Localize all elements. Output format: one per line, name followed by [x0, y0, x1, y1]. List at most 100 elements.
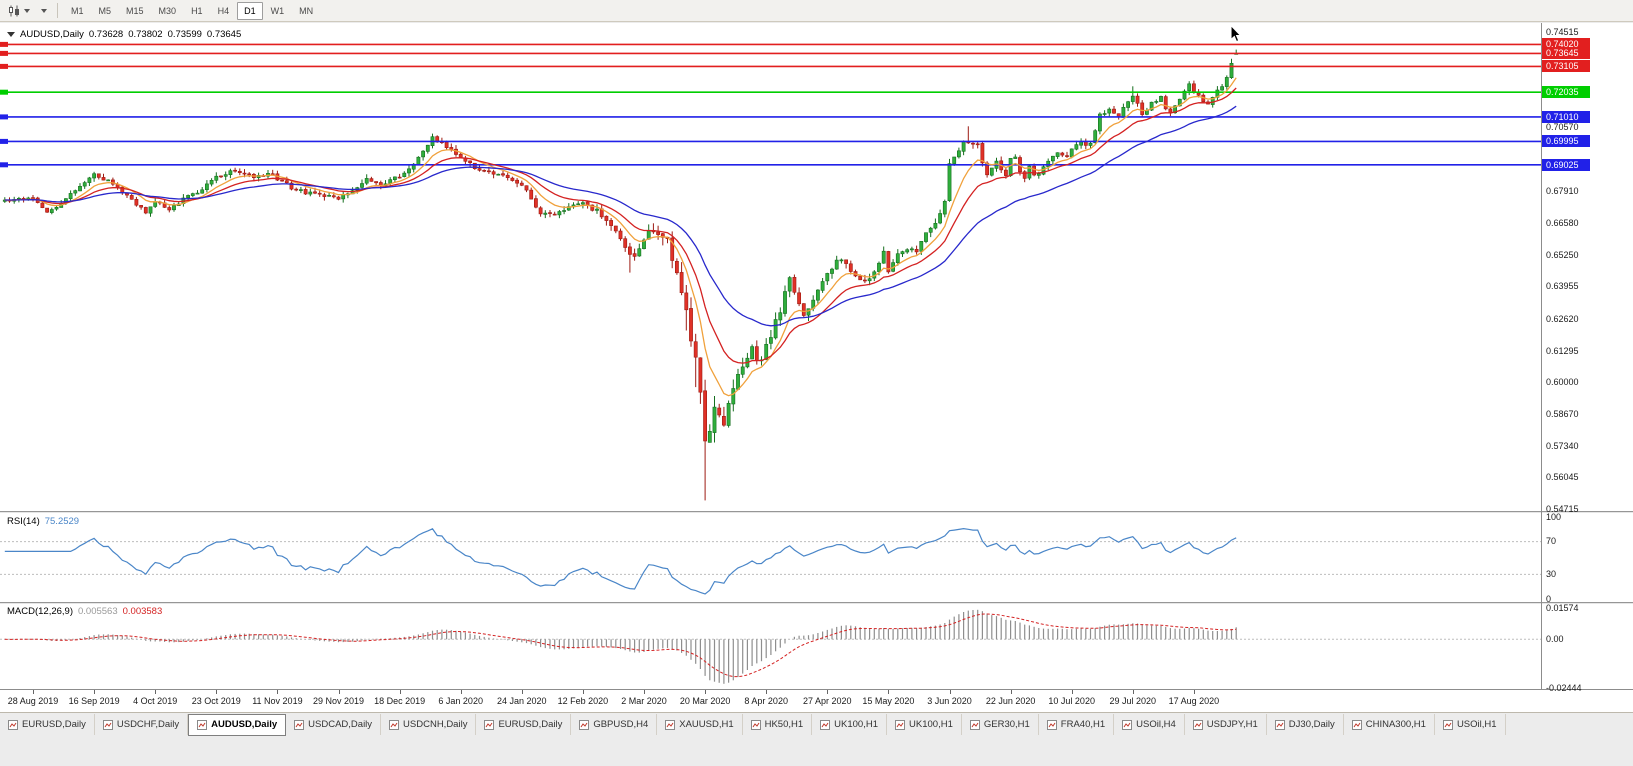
chart-tab-UK100,H1[interactable]: UK100,H1	[887, 714, 962, 735]
chart-tab-USDCNH,Daily[interactable]: USDCNH,Daily	[381, 714, 477, 735]
rsi-panel-layer	[0, 527, 1541, 595]
chart-tab-label: USOil,H1	[1456, 719, 1497, 730]
time-axis-tick	[155, 690, 157, 694]
chart-tab-UK100,H1[interactable]: UK100,H1	[812, 714, 888, 735]
time-axis-label: 17 Aug 2020	[1168, 696, 1220, 706]
time-axis-tick	[705, 690, 707, 694]
price-axis-label: 0.67910	[1546, 186, 1579, 197]
hline-handle[interactable]	[0, 114, 8, 120]
time-axis-label: 18 Dec 2019	[374, 696, 426, 706]
panel-separator-rsi-macd[interactable]	[0, 602, 1633, 604]
macd-panel-layer	[0, 609, 1541, 684]
rsi-label: RSI(14)	[7, 516, 40, 527]
chart-tab-label: GBPUSD,H4	[593, 719, 649, 730]
timeframe-M30[interactable]: M30	[158, 5, 177, 16]
close-value: 0.73645	[206, 29, 242, 40]
candlestick-chart-icon	[9, 5, 19, 16]
chart-tab-label: UK100,H1	[834, 719, 879, 730]
time-axis-tick	[888, 690, 890, 694]
chart-tab-GER30,H1[interactable]: GER30,H1	[962, 714, 1039, 735]
chart-thumbnail-icon	[1351, 719, 1362, 730]
hline-handle[interactable]	[0, 50, 8, 56]
chart-tab-USDJPY,H1[interactable]: USDJPY,H1	[1185, 714, 1267, 735]
chart-tab-FRA40,H1[interactable]: FRA40,H1	[1039, 714, 1115, 735]
timeframe-D1[interactable]: D1	[237, 1, 263, 20]
chart-tab-label: XAUUSD,H1	[679, 719, 734, 730]
chart-tab-USOil,H1[interactable]: USOil,H1	[1435, 714, 1506, 735]
chart-tabs-bar: EURUSD,Daily USDCHF,Daily AUDUSD,Daily USDC…	[0, 712, 1633, 736]
time-axis-tick	[582, 690, 584, 694]
price-badge-0.73105: 0.73105	[1542, 60, 1590, 73]
chart-thumbnail-icon	[389, 719, 400, 730]
hline-handle[interactable]	[0, 63, 8, 69]
chart-tab-XAUUSD,H1[interactable]: XAUUSD,H1	[657, 714, 743, 735]
chart-tab-EURUSD,Daily[interactable]: EURUSD,Daily	[476, 714, 572, 735]
chart-thumbnail-icon	[197, 719, 208, 730]
time-axis-tick	[644, 690, 645, 694]
chevron-down-icon	[24, 8, 30, 13]
hline-handle[interactable]	[0, 138, 8, 144]
time-axis-label: 11 Nov 2019	[252, 696, 303, 706]
hline-handle[interactable]	[0, 41, 8, 47]
chart-tab-label: EURUSD,Daily	[498, 719, 563, 730]
chart-tab-label: FRA40,H1	[1060, 719, 1106, 730]
symbol-label: AUDUSD,Daily	[20, 29, 84, 40]
time-axis-label: 24 Jan 2020	[497, 696, 547, 706]
chart-tab-USDCHF,Daily[interactable]: USDCHF,Daily	[95, 714, 189, 735]
rsi-axis-label: 0	[1546, 593, 1552, 604]
timeframe-M15[interactable]: M15	[126, 5, 144, 16]
low-value: 0.73599	[167, 29, 202, 40]
time-axis-label: 27 Apr 2020	[803, 696, 852, 706]
timeframe-H4[interactable]: H4	[217, 5, 230, 16]
price-axis-label: 0.66580	[1546, 218, 1579, 229]
price-badge-0.69995: 0.69995	[1542, 135, 1590, 148]
macd-signal-value: 0.003583	[122, 606, 163, 617]
time-axis-tick	[216, 690, 218, 694]
timeframe-MN[interactable]: MN	[299, 5, 314, 16]
rsi-axis-label: 70	[1546, 536, 1557, 547]
chart-tab-label: USOil,H4	[1136, 719, 1176, 730]
rsi-line	[4, 527, 1237, 595]
time-axis-tick	[338, 690, 340, 694]
time-axis-label: 22 Jun 2020	[985, 696, 1036, 706]
time-axis-label: 29 Nov 2019	[312, 696, 365, 706]
moving-average-8	[4, 77, 1237, 397]
time-axis[interactable]: 28 Aug 2019 16 Sep 2019 4 Oct 2019 23 Oct 2…	[0, 689, 1633, 712]
price-badge-0.72035: 0.72035	[1542, 86, 1590, 99]
chart-tab-CHINA300,H1[interactable]: CHINA300,H1	[1344, 714, 1435, 735]
chart-type-button[interactable]	[3, 2, 34, 20]
open-value: 0.73628	[88, 29, 124, 40]
chart-tab-AUDUSD,Daily[interactable]: AUDUSD,Daily	[188, 713, 287, 736]
price-axis-label: 0.70570	[1546, 122, 1579, 133]
chart-thumbnail-icon	[294, 719, 305, 730]
chart-thumbnail-icon	[1046, 719, 1057, 730]
chart-menu-caret-icon[interactable]	[7, 32, 15, 37]
timeframe-W1[interactable]: W1	[270, 5, 285, 16]
chart-tab-USOil,H4[interactable]: USOil,H4	[1114, 714, 1185, 735]
time-axis-label: 28 Aug 2019	[7, 696, 59, 706]
timeframe-M1[interactable]: M1	[71, 5, 84, 16]
timeframe-H1[interactable]: H1	[191, 5, 203, 16]
price-axis-label: 0.56045	[1546, 472, 1579, 483]
price-axis-label: 0.62620	[1546, 313, 1579, 324]
chart-tab-DJ30,Daily[interactable]: DJ30,Daily	[1267, 714, 1344, 735]
hline-handle[interactable]	[0, 162, 8, 168]
chart-tab-USDCAD,Daily[interactable]: USDCAD,Daily	[286, 714, 382, 735]
timeframes-toolbar: M1 M5 M15 M30 H1 H4 D1 W1 MN	[0, 0, 1633, 22]
chart-tab-HK50,H1[interactable]: HK50,H1	[743, 714, 813, 735]
time-axis-tick	[399, 690, 401, 694]
chart-tab-GBPUSD,H4[interactable]: GBPUSD,H4	[571, 714, 658, 735]
time-axis-tick	[94, 690, 96, 694]
time-axis-label: 29 Jul 2020	[1109, 696, 1157, 706]
time-axis-label: 10 Jul 2020	[1048, 696, 1095, 706]
toolbar-overflow-button[interactable]	[35, 2, 51, 20]
timeframe-M5[interactable]: M5	[98, 5, 112, 16]
time-axis-tick	[1193, 690, 1195, 694]
price-axis[interactable]: 0.74515 0.70570 0.67910 0.66580 0.65250 0.639…	[1541, 0, 1633, 711]
moving-averages-layer	[4, 77, 1237, 397]
hline-handle[interactable]	[0, 89, 8, 95]
panel-separator-main-rsi[interactable]	[0, 511, 1633, 513]
chart-tab-label: AUDUSD,Daily	[211, 719, 278, 730]
chart-tab-EURUSD,Daily[interactable]: EURUSD,Daily	[0, 714, 95, 735]
